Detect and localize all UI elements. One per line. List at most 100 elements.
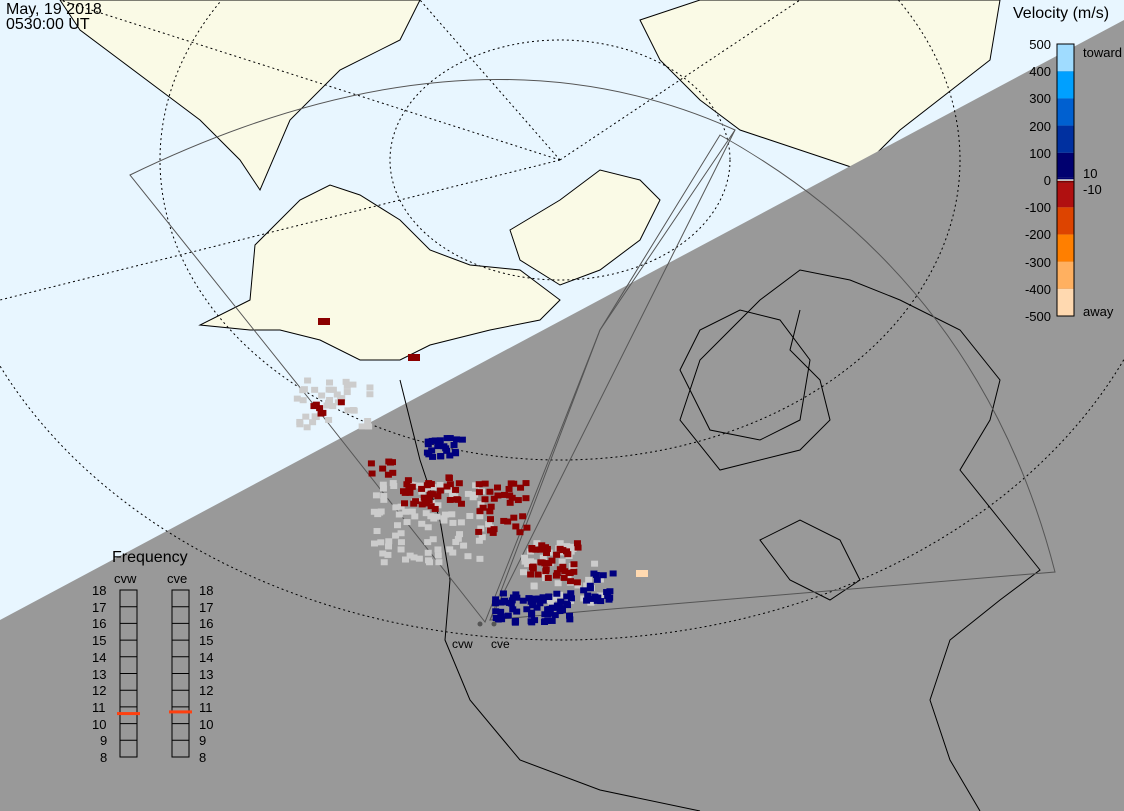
scatter-cell [548,604,556,611]
scatter-cell [454,496,462,503]
scatter-cell [509,606,517,613]
scatter-cell [436,487,444,494]
scatter-cell [605,596,613,603]
scatter-cell [550,595,558,602]
scatter-cell [573,579,581,586]
scatter-cell [373,528,381,535]
scatter-cell [498,616,506,623]
land-day [198,184,561,361]
scatter-cell [514,497,522,504]
scatter-cell [451,448,459,455]
scatter-cell [397,503,405,510]
scatter-cell [408,508,416,515]
scatter-cell [395,511,403,518]
scatter-cell [343,389,351,396]
scatter-cell [594,594,602,601]
scatter-cell [544,611,552,618]
scatter-cell [486,524,494,531]
scatter-cell [384,551,392,558]
scatter-cell [420,494,428,501]
scatter-cell [418,485,426,492]
scatter-cell [529,602,537,609]
scatter-cell [365,423,373,430]
scatter-cell [449,549,457,556]
scatter-cell [505,599,513,606]
scatter-cell [476,555,484,562]
colorbar-segment [1057,98,1074,126]
scatter-cell [466,512,474,519]
scatter-cell [460,542,468,549]
frequency-tick: 8 [199,750,207,765]
frequency-tick: 18 [199,583,214,598]
scatter-cell [523,606,531,613]
scatter-cell [380,493,388,500]
scatter-cell [585,576,593,583]
scatter-cell [542,566,550,573]
colorbar-tick: -100 [1024,200,1051,216]
frequency-marker [169,710,192,714]
scatter-cell [567,578,575,585]
scatter-cell [427,503,435,510]
scatter-cell [404,477,412,484]
scatter-cell [392,532,400,539]
scatter-cell [479,504,487,511]
frequency-marker [117,712,140,716]
scatter-cell [557,598,565,605]
scatter-cell [541,560,549,567]
scatter-cell [521,554,529,561]
scatter-cell [426,438,434,445]
scatter-cell [563,593,571,600]
scatter-cell [584,592,592,599]
colorbar-segment [1057,44,1074,72]
scatter-cell [481,480,489,487]
scatter-cell [511,619,519,626]
scatter-cell [570,568,578,575]
scatter-cell [411,513,419,520]
scatter-cell [544,606,552,613]
scatter-cell [593,576,601,583]
scatter-cell [545,593,553,600]
scatter-cell [384,471,392,478]
scatter-cell [452,538,460,545]
scatter-cell [444,486,452,493]
scatter-cell [538,542,546,549]
scatter-cell [429,453,437,460]
scatter-cell [349,381,357,388]
scatter-cell [485,521,493,528]
scatter-cell [428,447,436,454]
scatter-cell [566,569,574,576]
scatter-cell [296,421,304,428]
scatter-cell [366,391,374,398]
scatter-cell [543,550,551,557]
scatter-cell [501,597,509,604]
scatter-cell [344,407,352,414]
frequency-tick: 18 [92,583,107,598]
scatter-cell [450,442,458,449]
scatter-cell [397,546,405,553]
scatter-cell [446,546,454,553]
scatter-cell [424,549,432,556]
scatter-cell [548,617,556,624]
frequency-tick: 12 [92,683,107,699]
scatter-cell [486,508,494,515]
scatter-cell [533,604,541,611]
scatter-cell [566,616,574,623]
scatter-cell [530,582,538,589]
frequency-tick: 13 [199,666,214,682]
scatter-cell [539,594,547,601]
scatter-cell [560,574,568,581]
scatter-cell [476,513,484,520]
scatter-cell [497,608,505,615]
scatter-cell [490,526,498,533]
scatter-cell [567,590,575,597]
scatter-cell [429,484,437,491]
scatter-cell [397,539,405,546]
scatter-cell [537,546,545,553]
scatter-cell [539,571,547,578]
scatter-cell [504,612,512,619]
scatter-cell [437,453,445,460]
scatter-cell [556,540,564,547]
scatter-cell [487,503,495,510]
scatter-cell [325,416,333,423]
scatter-cell [446,452,454,459]
